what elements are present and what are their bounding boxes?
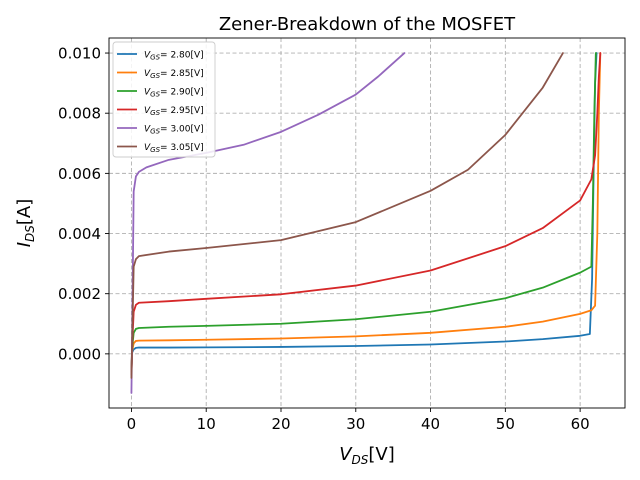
legend-box	[112, 41, 216, 158]
y-tick-label: 0.004	[58, 225, 101, 243]
y-axis: 0.000 0.002 0.004 0.006 0.008 0.010	[58, 45, 109, 363]
y-axis-title: IDS[A]	[14, 199, 37, 248]
legend-label: VGS= 3.00[V]	[144, 125, 204, 136]
x-tick-label: 0	[127, 415, 137, 433]
chart-title: Zener-Breakdown of the MOSFET	[219, 14, 516, 35]
x-axis: 0 10 20 30 40 50 60	[127, 408, 590, 433]
y-tick-label: 0.002	[58, 285, 101, 303]
legend-label: VGS= 3.05[V]	[144, 143, 204, 154]
series-line	[130, 52, 597, 373]
legend-label: VGS= 2.90[V]	[144, 88, 204, 99]
series-line	[130, 52, 564, 379]
series-line	[130, 52, 602, 376]
y-tick-label: 0.006	[58, 165, 101, 183]
x-tick-label: 30	[346, 415, 365, 433]
plot-frame	[108, 37, 626, 409]
legend-label: VGS= 2.80[V]	[144, 51, 204, 62]
x-axis-title: VDS[V]	[339, 444, 395, 467]
series-group	[130, 52, 602, 394]
legend: VGS= 2.80[V] VGS= 2.85[V] VGS= 2.90[V] VGS=…	[112, 41, 216, 158]
y-tick-label: 0.000	[58, 345, 101, 363]
x-tick-label: 50	[496, 415, 515, 433]
legend-label: VGS= 2.95[V]	[144, 106, 204, 117]
series-line	[130, 52, 602, 376]
x-tick-label: 20	[271, 415, 290, 433]
x-tick-label: 40	[421, 415, 440, 433]
y-tick-label: 0.010	[58, 45, 101, 63]
x-tick-label: 10	[197, 415, 216, 433]
y-tick-label: 0.008	[58, 105, 101, 123]
x-tick-label: 60	[571, 415, 590, 433]
legend-label: VGS= 2.85[V]	[144, 69, 204, 80]
